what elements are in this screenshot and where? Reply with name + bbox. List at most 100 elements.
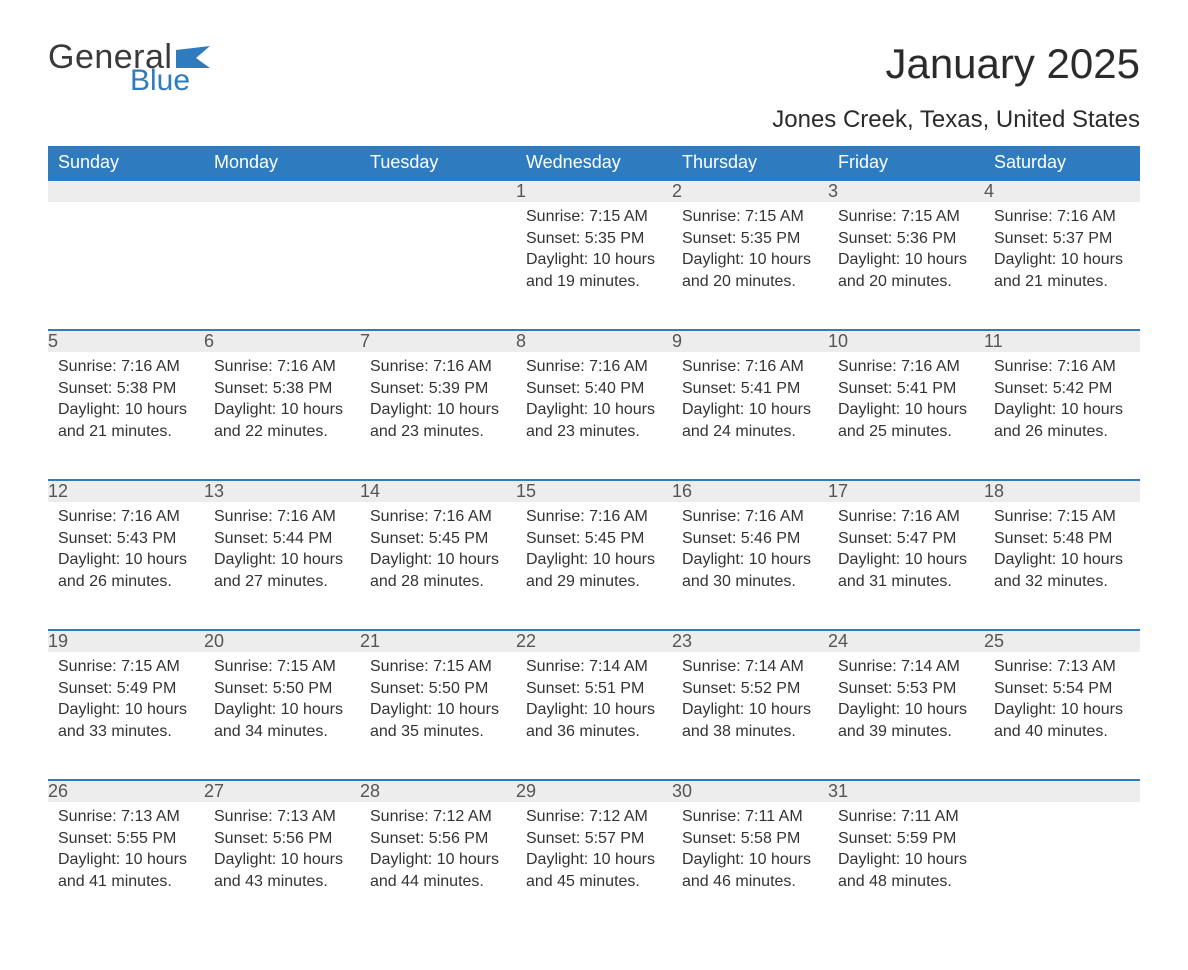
sunrise-line: Sunrise: 7:16 AM [682, 508, 804, 525]
day-content-cell: Sunrise: 7:16 AMSunset: 5:42 PMDaylight:… [984, 352, 1140, 480]
day-number-cell: 17 [828, 480, 984, 502]
calendar-week-content: Sunrise: 7:15 AM Sunset: 5:35 PM Daylight:… [48, 202, 1140, 330]
daylight-line: Daylight: 10 hours and 35 minutes. [370, 701, 499, 740]
day-details: Sunrise: 7:13 AMSunset: 5:54 PMDaylight:… [984, 652, 1140, 756]
sunrise-line: Sunrise: 7:14 AM [682, 658, 804, 675]
day-content-cell: Sunrise: 7:16 AMSunset: 5:39 PMDaylight:… [360, 352, 516, 480]
day-content-cell: Sunrise: 7:15 AMSunset: 5:50 PMDaylight:… [360, 652, 516, 780]
daylight-line: Daylight: 10 hours and 26 minutes. [994, 401, 1123, 440]
day-content-cell: Sunrise: 7:16 AMSunset: 5:41 PMDaylight:… [828, 352, 984, 480]
day-number-cell: 26 [48, 780, 204, 802]
sunset-line: Sunset: 5:54 PM [994, 680, 1112, 697]
sunrise-line: Sunrise: 7:15 AM [994, 508, 1116, 525]
daylight-line: Daylight: 10 hours and 46 minutes. [682, 851, 811, 890]
day-number-cell: 20 [204, 630, 360, 652]
day-number-cell: 24 [828, 630, 984, 652]
day-details: Sunrise: 7:15 AMSunset: 5:50 PMDaylight:… [360, 652, 516, 756]
day-content-cell: Sunrise: 7:16 AMSunset: 5:40 PMDaylight:… [516, 352, 672, 480]
day-number-cell: 29 [516, 780, 672, 802]
sunset-line: Sunset: 5:59 PM [838, 830, 956, 847]
day-details: Sunrise: 7:16 AMSunset: 5:41 PMDaylight:… [828, 352, 984, 456]
sunset-line: Sunset: 5:40 PM [526, 380, 644, 397]
day-content-cell: Sunrise: 7:13 AMSunset: 5:56 PMDaylight:… [204, 802, 360, 930]
daylight-line: Daylight: 10 hours and 39 minutes. [838, 701, 967, 740]
sunrise-line: Sunrise: 7:16 AM [526, 358, 648, 375]
sunset-line: Sunset: 5:47 PM [838, 530, 956, 547]
sunset-line: Sunset: 5:55 PM [58, 830, 176, 847]
day-details: Sunrise: 7:12 AMSunset: 5:56 PMDaylight:… [360, 802, 516, 906]
sunrise-line: Sunrise: 7:16 AM [58, 508, 180, 525]
calendar-table: SundayMondayTuesdayWednesdayThursdayFrid… [48, 146, 1140, 930]
day-content-cell: Sunrise: 7:16 AMSunset: 5:37 PMDaylight:… [984, 202, 1140, 330]
day-details: Sunrise: 7:15 AMSunset: 5:35 PMDaylight:… [516, 202, 672, 306]
page-header: General Blue January 2025 Jones Creek, T… [48, 40, 1140, 134]
daylight-line: Daylight: 10 hours and 40 minutes. [994, 701, 1123, 740]
sunset-line: Sunset: 5:35 PM [526, 230, 644, 247]
calendar-week-content: Sunrise: 7:16 AM Sunset: 5:38 PM Daylight:… [48, 352, 1140, 480]
sunrise-line: Sunrise: 7:13 AM [214, 808, 336, 825]
day-details: Sunrise: 7:16 AMSunset: 5:38 PMDaylight:… [48, 352, 204, 456]
sunset-line: Sunset: 5:52 PM [682, 680, 800, 697]
weekday-header: Thursday [672, 146, 828, 180]
sunrise-line: Sunrise: 7:12 AM [526, 808, 648, 825]
daylight-line: Daylight: 10 hours and 36 minutes. [526, 701, 655, 740]
day-details: Sunrise: 7:14 AMSunset: 5:53 PMDaylight:… [828, 652, 984, 756]
sunrise-line: Sunrise: 7:14 AM [526, 658, 648, 675]
day-content-cell: Sunrise: 7:16 AMSunset: 5:45 PMDaylight:… [360, 502, 516, 630]
sunrise-line: Sunrise: 7:16 AM [214, 508, 336, 525]
location-label: Jones Creek, Texas, United States [772, 106, 1140, 134]
day-content-cell: Sunrise: 7:14 AMSunset: 5:53 PMDaylight:… [828, 652, 984, 780]
day-details: Sunrise: 7:11 AMSunset: 5:58 PMDaylight:… [672, 802, 828, 906]
sunset-line: Sunset: 5:46 PM [682, 530, 800, 547]
daylight-line: Daylight: 10 hours and 21 minutes. [994, 251, 1123, 290]
day-number-cell: 25 [984, 630, 1140, 652]
daylight-line: Daylight: 10 hours and 20 minutes. [838, 251, 967, 290]
day-details: Sunrise: 7:15 AMSunset: 5:35 PMDaylight:… [672, 202, 828, 306]
sunset-line: Sunset: 5:41 PM [838, 380, 956, 397]
day-content-cell: Sunrise: 7:16 AMSunset: 5:47 PMDaylight:… [828, 502, 984, 630]
sunset-line: Sunset: 5:48 PM [994, 530, 1112, 547]
day-number-cell [984, 780, 1140, 802]
day-number-cell [360, 180, 516, 202]
daylight-line: Daylight: 10 hours and 45 minutes. [526, 851, 655, 890]
day-number-cell: 8 [516, 330, 672, 352]
sunrise-line: Sunrise: 7:15 AM [682, 208, 804, 225]
day-number-cell: 12 [48, 480, 204, 502]
sunset-line: Sunset: 5:56 PM [370, 830, 488, 847]
day-number-cell: 7 [360, 330, 516, 352]
daylight-line: Daylight: 10 hours and 29 minutes. [526, 551, 655, 590]
day-number-cell [48, 180, 204, 202]
day-details: Sunrise: 7:16 AMSunset: 5:40 PMDaylight:… [516, 352, 672, 456]
day-number-cell: 21 [360, 630, 516, 652]
day-details: Sunrise: 7:15 AM Sunset: 5:36 PM Daylight:… [828, 202, 984, 306]
daylight-line: Daylight: 10 hours and 38 minutes. [682, 701, 811, 740]
sunrise-line: Sunrise: 7:16 AM [838, 358, 960, 375]
sunset-line: Sunset: 5:39 PM [370, 380, 488, 397]
sunrise-line: Sunrise: 7:15 AM [838, 208, 960, 225]
day-number-cell: 14 [360, 480, 516, 502]
sunset-line: Sunset: 5:35 PM [682, 230, 800, 247]
day-content-cell: Sunrise: 7:11 AMSunset: 5:59 PMDaylight:… [828, 802, 984, 930]
day-content-cell: Sunrise: 7:14 AMSunset: 5:51 PMDaylight:… [516, 652, 672, 780]
day-number-cell: 30 [672, 780, 828, 802]
day-content-cell: Sunrise: 7:13 AMSunset: 5:55 PMDaylight:… [48, 802, 204, 930]
daylight-line: Daylight: 10 hours and 43 minutes. [214, 851, 343, 890]
daylight-line: Daylight: 10 hours and 24 minutes. [682, 401, 811, 440]
sunset-line: Sunset: 5:38 PM [214, 380, 332, 397]
sunset-line: Sunset: 5:36 PM [838, 230, 956, 247]
day-details: Sunrise: 7:16 AMSunset: 5:39 PMDaylight:… [360, 352, 516, 456]
sunrise-line: Sunrise: 7:16 AM [58, 358, 180, 375]
day-number-cell: 23 [672, 630, 828, 652]
day-content-cell: Sunrise: 7:16 AMSunset: 5:41 PMDaylight:… [672, 352, 828, 480]
day-content-cell: Sunrise: 7:15 AMSunset: 5:50 PMDaylight:… [204, 652, 360, 780]
day-content-cell: Sunrise: 7:11 AMSunset: 5:58 PMDaylight:… [672, 802, 828, 930]
day-number-cell: 28 [360, 780, 516, 802]
day-number-cell: 4 [984, 180, 1140, 202]
day-number-cell: 27 [204, 780, 360, 802]
sunrise-line: Sunrise: 7:16 AM [214, 358, 336, 375]
day-number-cell: 2 [672, 180, 828, 202]
day-content-cell [984, 802, 1140, 930]
daylight-line: Daylight: 10 hours and 31 minutes. [838, 551, 967, 590]
calendar-week-numbers: 262728293031 [48, 780, 1140, 802]
day-content-cell: Sunrise: 7:16 AMSunset: 5:46 PMDaylight:… [672, 502, 828, 630]
